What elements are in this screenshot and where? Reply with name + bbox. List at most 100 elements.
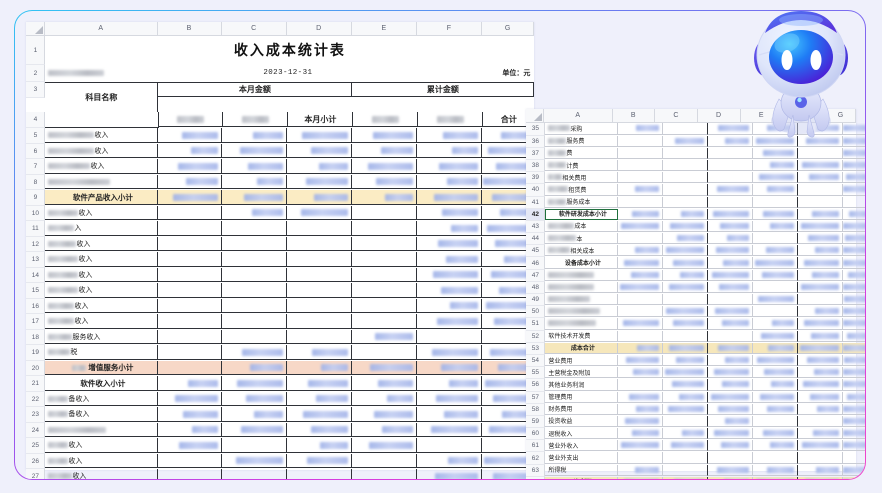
value-cell[interactable] (753, 172, 799, 184)
value-cell[interactable] (843, 221, 865, 233)
value-cell[interactable] (352, 298, 418, 314)
value-cell[interactable] (708, 476, 754, 479)
row-label-cell[interactable]: 净利润 (545, 476, 619, 479)
value-cell[interactable] (708, 440, 754, 452)
table-row[interactable]: 3 科目名称 本月金额 累计金额 (26, 82, 535, 113)
value-cell[interactable] (618, 147, 664, 159)
value-cell[interactable] (663, 379, 709, 391)
row-label-cell[interactable]: 收入 (45, 143, 159, 159)
table-row[interactable]: 11 入 (26, 221, 535, 237)
value-cell[interactable] (753, 245, 799, 257)
value-cell[interactable] (618, 196, 664, 208)
table-row[interactable]: 6 收入 (26, 143, 535, 160)
value-cell[interactable] (843, 184, 865, 196)
row-label-cell[interactable]: 服务费 (545, 135, 619, 147)
value-cell[interactable] (618, 476, 664, 479)
value-cell[interactable] (663, 147, 709, 159)
value-cell[interactable] (843, 294, 865, 306)
value-cell[interactable] (222, 438, 288, 453)
row-header[interactable]: 5 (26, 128, 46, 144)
value-cell[interactable] (843, 318, 865, 330)
value-cell[interactable] (287, 376, 353, 391)
value-cell[interactable] (843, 136, 865, 147)
value-cell[interactable] (663, 123, 709, 135)
table-row[interactable]: 1 收入成本统计表 (26, 36, 534, 66)
value-cell[interactable] (158, 205, 223, 221)
value-cell[interactable] (663, 208, 709, 220)
table-row[interactable]: 15 收入 (26, 283, 535, 299)
value-cell[interactable] (798, 147, 844, 159)
value-cell[interactable] (663, 354, 709, 367)
row-header[interactable]: 40 (526, 184, 546, 197)
row-header[interactable]: 17 (26, 314, 46, 330)
value-cell[interactable] (798, 159, 844, 172)
value-cell[interactable] (222, 298, 288, 314)
value-cell[interactable] (352, 252, 418, 267)
row-header[interactable]: 59 (526, 415, 546, 429)
row-label-cell[interactable]: 收入 (45, 314, 159, 329)
value-cell[interactable] (753, 281, 799, 294)
value-cell[interactable] (663, 306, 709, 318)
value-cell[interactable] (618, 367, 664, 379)
value-cell[interactable] (663, 464, 709, 476)
value-cell[interactable] (843, 331, 865, 342)
row-label-cell[interactable]: 入 (45, 221, 159, 236)
column-header-e[interactable]: E (352, 22, 418, 36)
value-cell[interactable] (417, 159, 483, 174)
row-header[interactable]: 24 (26, 422, 46, 439)
value-cell[interactable] (287, 252, 353, 267)
value-cell[interactable] (417, 407, 483, 422)
row-header[interactable]: 11 (26, 221, 46, 237)
row-label-cell[interactable]: 收入 (45, 283, 159, 298)
value-cell[interactable] (708, 367, 754, 379)
value-cell[interactable] (753, 294, 799, 306)
row-header[interactable]: 63 (526, 464, 546, 477)
value-cell[interactable] (798, 464, 844, 476)
table-row[interactable]: 51 (526, 318, 865, 331)
row-label-cell[interactable]: 收入 (45, 159, 159, 174)
value-cell[interactable] (618, 135, 664, 147)
value-cell[interactable] (753, 135, 799, 147)
row-header[interactable]: 57 (526, 391, 546, 404)
row-header[interactable]: 36 (526, 135, 546, 148)
row-label-cell[interactable]: 主营税金及附加 (545, 367, 619, 379)
value-cell[interactable] (287, 407, 353, 422)
value-cell[interactable] (753, 123, 799, 135)
value-cell[interactable] (417, 267, 483, 283)
value-cell[interactable] (843, 379, 865, 391)
value-cell[interactable] (708, 428, 754, 440)
value-cell[interactable] (843, 197, 865, 208)
row-label-cell[interactable]: 计费 (545, 159, 619, 172)
column-header-d-right[interactable]: D (698, 109, 741, 123)
row-header[interactable]: 39 (526, 172, 546, 185)
row-label-cell[interactable]: 软件技术开发费 (545, 330, 619, 342)
redacted-sub-f[interactable] (418, 112, 484, 128)
value-cell[interactable] (158, 329, 223, 345)
value-cell[interactable] (798, 354, 844, 367)
table-row[interactable]: 9 软件产品收入小计 (26, 190, 535, 206)
value-cell[interactable] (222, 190, 288, 205)
row-label-cell[interactable]: 设备成本小计 (545, 257, 619, 269)
value-cell[interactable] (417, 453, 483, 469)
value-cell[interactable] (287, 267, 353, 283)
value-cell[interactable] (753, 184, 799, 196)
value-cell[interactable] (618, 403, 664, 415)
value-cell[interactable] (798, 257, 844, 269)
row-header[interactable]: 45 (526, 245, 546, 258)
value-cell[interactable] (158, 283, 223, 298)
table-row[interactable]: 63 所得税 (526, 464, 865, 477)
value-cell[interactable] (708, 135, 754, 147)
table-row[interactable]: 21 软件收入小计 (26, 376, 535, 392)
table-row[interactable]: 54 营业费用 (526, 354, 865, 368)
value-cell[interactable] (798, 318, 844, 330)
value-cell[interactable] (798, 379, 844, 391)
redacted-sub-c[interactable] (223, 112, 289, 128)
value-cell[interactable] (843, 452, 865, 464)
row-label-cell[interactable] (545, 269, 619, 281)
value-cell[interactable] (798, 452, 844, 464)
value-cell[interactable] (618, 330, 664, 342)
row-label-cell[interactable]: 相关成本 (545, 245, 619, 257)
value-cell[interactable] (158, 143, 223, 159)
value-cell[interactable] (843, 245, 865, 257)
value-cell[interactable] (417, 143, 483, 159)
